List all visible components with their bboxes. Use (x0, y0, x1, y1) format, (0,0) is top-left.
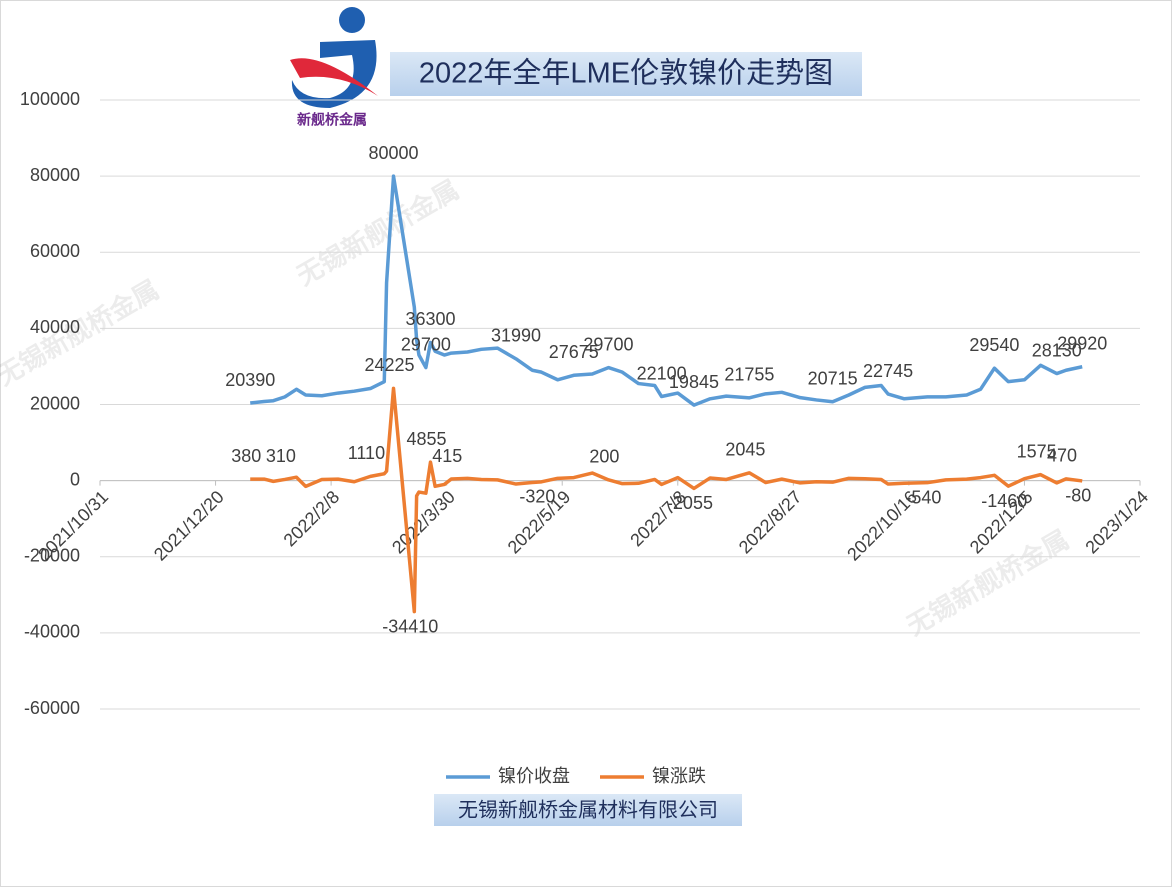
y-tick-label: 20000 (30, 393, 80, 413)
y-tick-label: -60000 (24, 698, 80, 718)
logo-swoosh (290, 58, 378, 96)
legend-label: 镍涨跌 (652, 766, 706, 786)
series-line (250, 386, 1083, 614)
legend-label: 镍价收盘 (498, 766, 570, 786)
y-tick-label: -40000 (24, 622, 80, 642)
data-label: 470 (1047, 446, 1077, 466)
y-tick-label: 100000 (20, 89, 80, 109)
y-tick-label: 60000 (30, 241, 80, 261)
footer: 无锡新舰桥金属材料有限公司 (458, 798, 718, 821)
data-label: 21755 (724, 365, 774, 385)
data-label: 29700 (401, 334, 451, 354)
data-label: 20390 (225, 370, 275, 390)
series-line (250, 174, 1083, 407)
data-label: 27675 (549, 342, 599, 362)
data-label: 415 (432, 446, 462, 466)
data-label: -34410 (382, 616, 438, 636)
y-tick-label: -20000 (24, 546, 80, 566)
data-label: 19845 (669, 372, 719, 392)
y-tick-label: 40000 (30, 317, 80, 337)
data-label: -1460 (981, 491, 1027, 511)
chart-title: 2022年全年LME伦敦镍价走势图 (419, 57, 833, 90)
data-label: 4855 (406, 429, 446, 449)
logo-dot (339, 7, 365, 33)
title-box (390, 52, 862, 96)
data-label: 28130 (1032, 340, 1082, 360)
data-label: 31990 (491, 326, 541, 346)
data-label: 310 (266, 446, 296, 466)
data-label: 200 (589, 447, 619, 467)
logo-j (291, 40, 377, 108)
data-label: -80 (1065, 486, 1091, 506)
data-label: 29540 (969, 335, 1019, 355)
data-label: 80000 (368, 143, 418, 163)
y-tick-label: 80000 (30, 165, 80, 185)
data-label: 24225 (364, 355, 414, 375)
data-label: -320 (519, 487, 555, 507)
logo: 新舰桥金属 (290, 7, 378, 128)
data-label: -2055 (667, 493, 713, 513)
data-label: 29700 (583, 334, 633, 354)
logo-text: 新舰桥金属 (297, 112, 367, 128)
data-label: 1575 (1017, 441, 1057, 461)
data-label: 20715 (808, 369, 858, 389)
data-label: 380 (231, 446, 261, 466)
data-label: 22100 (637, 363, 687, 383)
data-label: 36300 (405, 309, 455, 329)
data-label: 1110 (348, 443, 385, 463)
y-tick-label: 0 (70, 469, 80, 489)
data-label: 2045 (725, 440, 765, 460)
data-label: 22745 (863, 361, 913, 381)
data-label: 29920 (1057, 333, 1107, 353)
footer-box (434, 794, 742, 826)
data-label: -540 (905, 487, 941, 507)
